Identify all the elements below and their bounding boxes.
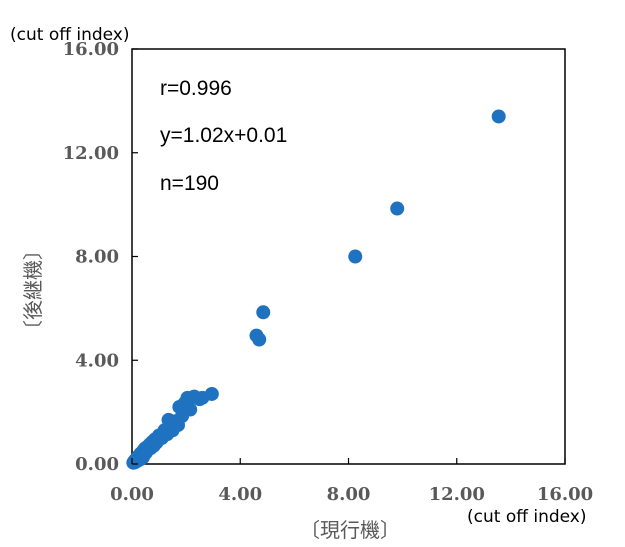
y-axis-label: 〔後継機〕 [21,240,45,340]
data-point [256,305,271,320]
x-axis-unit: (cut off index) [467,507,586,527]
y-tick-label: 4.00 [75,350,119,371]
data-point [183,402,198,417]
x-tick-label: 0.00 [110,484,154,505]
y-axis-unit: (cut off index) [10,25,129,45]
x-tick-label: 8.00 [327,484,371,505]
x-axis-ticks: 0.00 4.00 8.00 12.00 16.00 [110,458,593,505]
x-tick-label: 4.00 [218,484,262,505]
data-point [491,109,506,124]
x-axis-label: 〔現行機〕 [300,518,400,542]
x-tick-label: 12.00 [429,484,485,505]
data-point [390,201,405,216]
data-point [204,386,219,401]
x-tick-label: 16.00 [537,484,593,505]
y-tick-label: 12.00 [63,143,119,164]
y-tick-label: 0.00 [75,454,119,475]
annotation-regression: y=1.02x+0.01 [160,124,287,147]
data-points [126,109,506,470]
annotation-n: n=190 [160,172,219,195]
data-point [348,249,363,264]
y-tick-label: 8.00 [75,247,119,268]
annotation-r: r=0.996 [160,77,232,100]
y-axis-ticks: 0.00 4.00 8.00 12.00 16.00 [63,39,138,475]
y-tick-label: 16.00 [63,39,119,60]
data-point [252,332,267,347]
